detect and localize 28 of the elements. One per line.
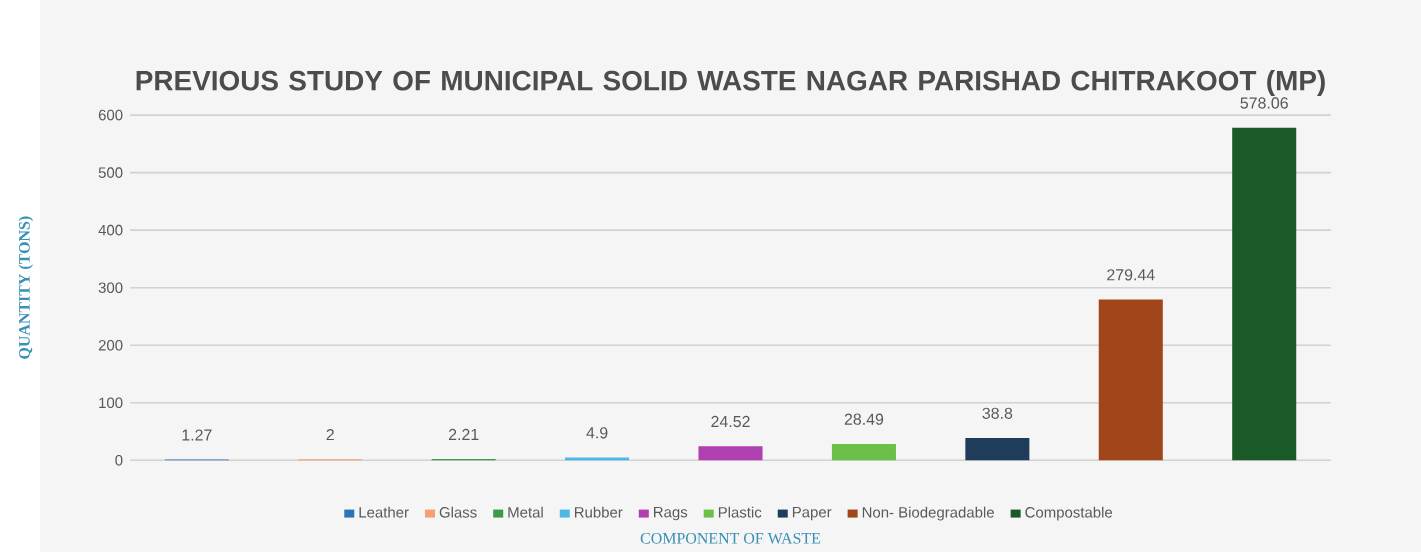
legend-label: Paper: [792, 506, 832, 521]
data-label: 4.9: [586, 426, 608, 439]
legend-label: Non- Biodegradable: [862, 506, 994, 521]
y-tick-label: 600: [98, 109, 123, 121]
data-label: 28.49: [844, 413, 884, 425]
data-label: 1.27: [182, 429, 212, 441]
y-tick-label: 500: [98, 167, 123, 178]
y-tick-label: 0: [115, 454, 123, 466]
legend-label: Leather: [359, 506, 409, 518]
data-label: 24.52: [711, 415, 750, 427]
legend-label: Plastic: [718, 506, 762, 518]
legend-label: Rags: [654, 506, 688, 521]
data-label: 279.44: [1107, 269, 1155, 281]
x-axis-title: COMPONENT OF WASTE: [640, 532, 821, 544]
y-tick-label: 100: [99, 397, 123, 408]
legend-label: Metal: [508, 506, 543, 518]
y-axis-title: QUANTITY (TONS): [18, 216, 34, 359]
legend-label: Glass: [439, 506, 477, 518]
legend-label: Rubber: [574, 506, 623, 518]
data-label: 2.21: [448, 428, 479, 440]
data-label: 578.06: [1240, 97, 1288, 109]
y-tick-label: 400: [98, 224, 123, 236]
data-label: 38.8: [982, 407, 1013, 419]
y-tick-label: 300: [98, 282, 123, 293]
legend-label: Compostable: [1025, 506, 1113, 521]
chart-title: PREVIOUS STUDY OF MUNICIPAL SOLID WASTE NAGAR PARISHAD CHITRAKOOT (MP): [136, 69, 1325, 96]
data-label: 2: [326, 428, 334, 440]
y-tick-label: 200: [98, 339, 123, 351]
